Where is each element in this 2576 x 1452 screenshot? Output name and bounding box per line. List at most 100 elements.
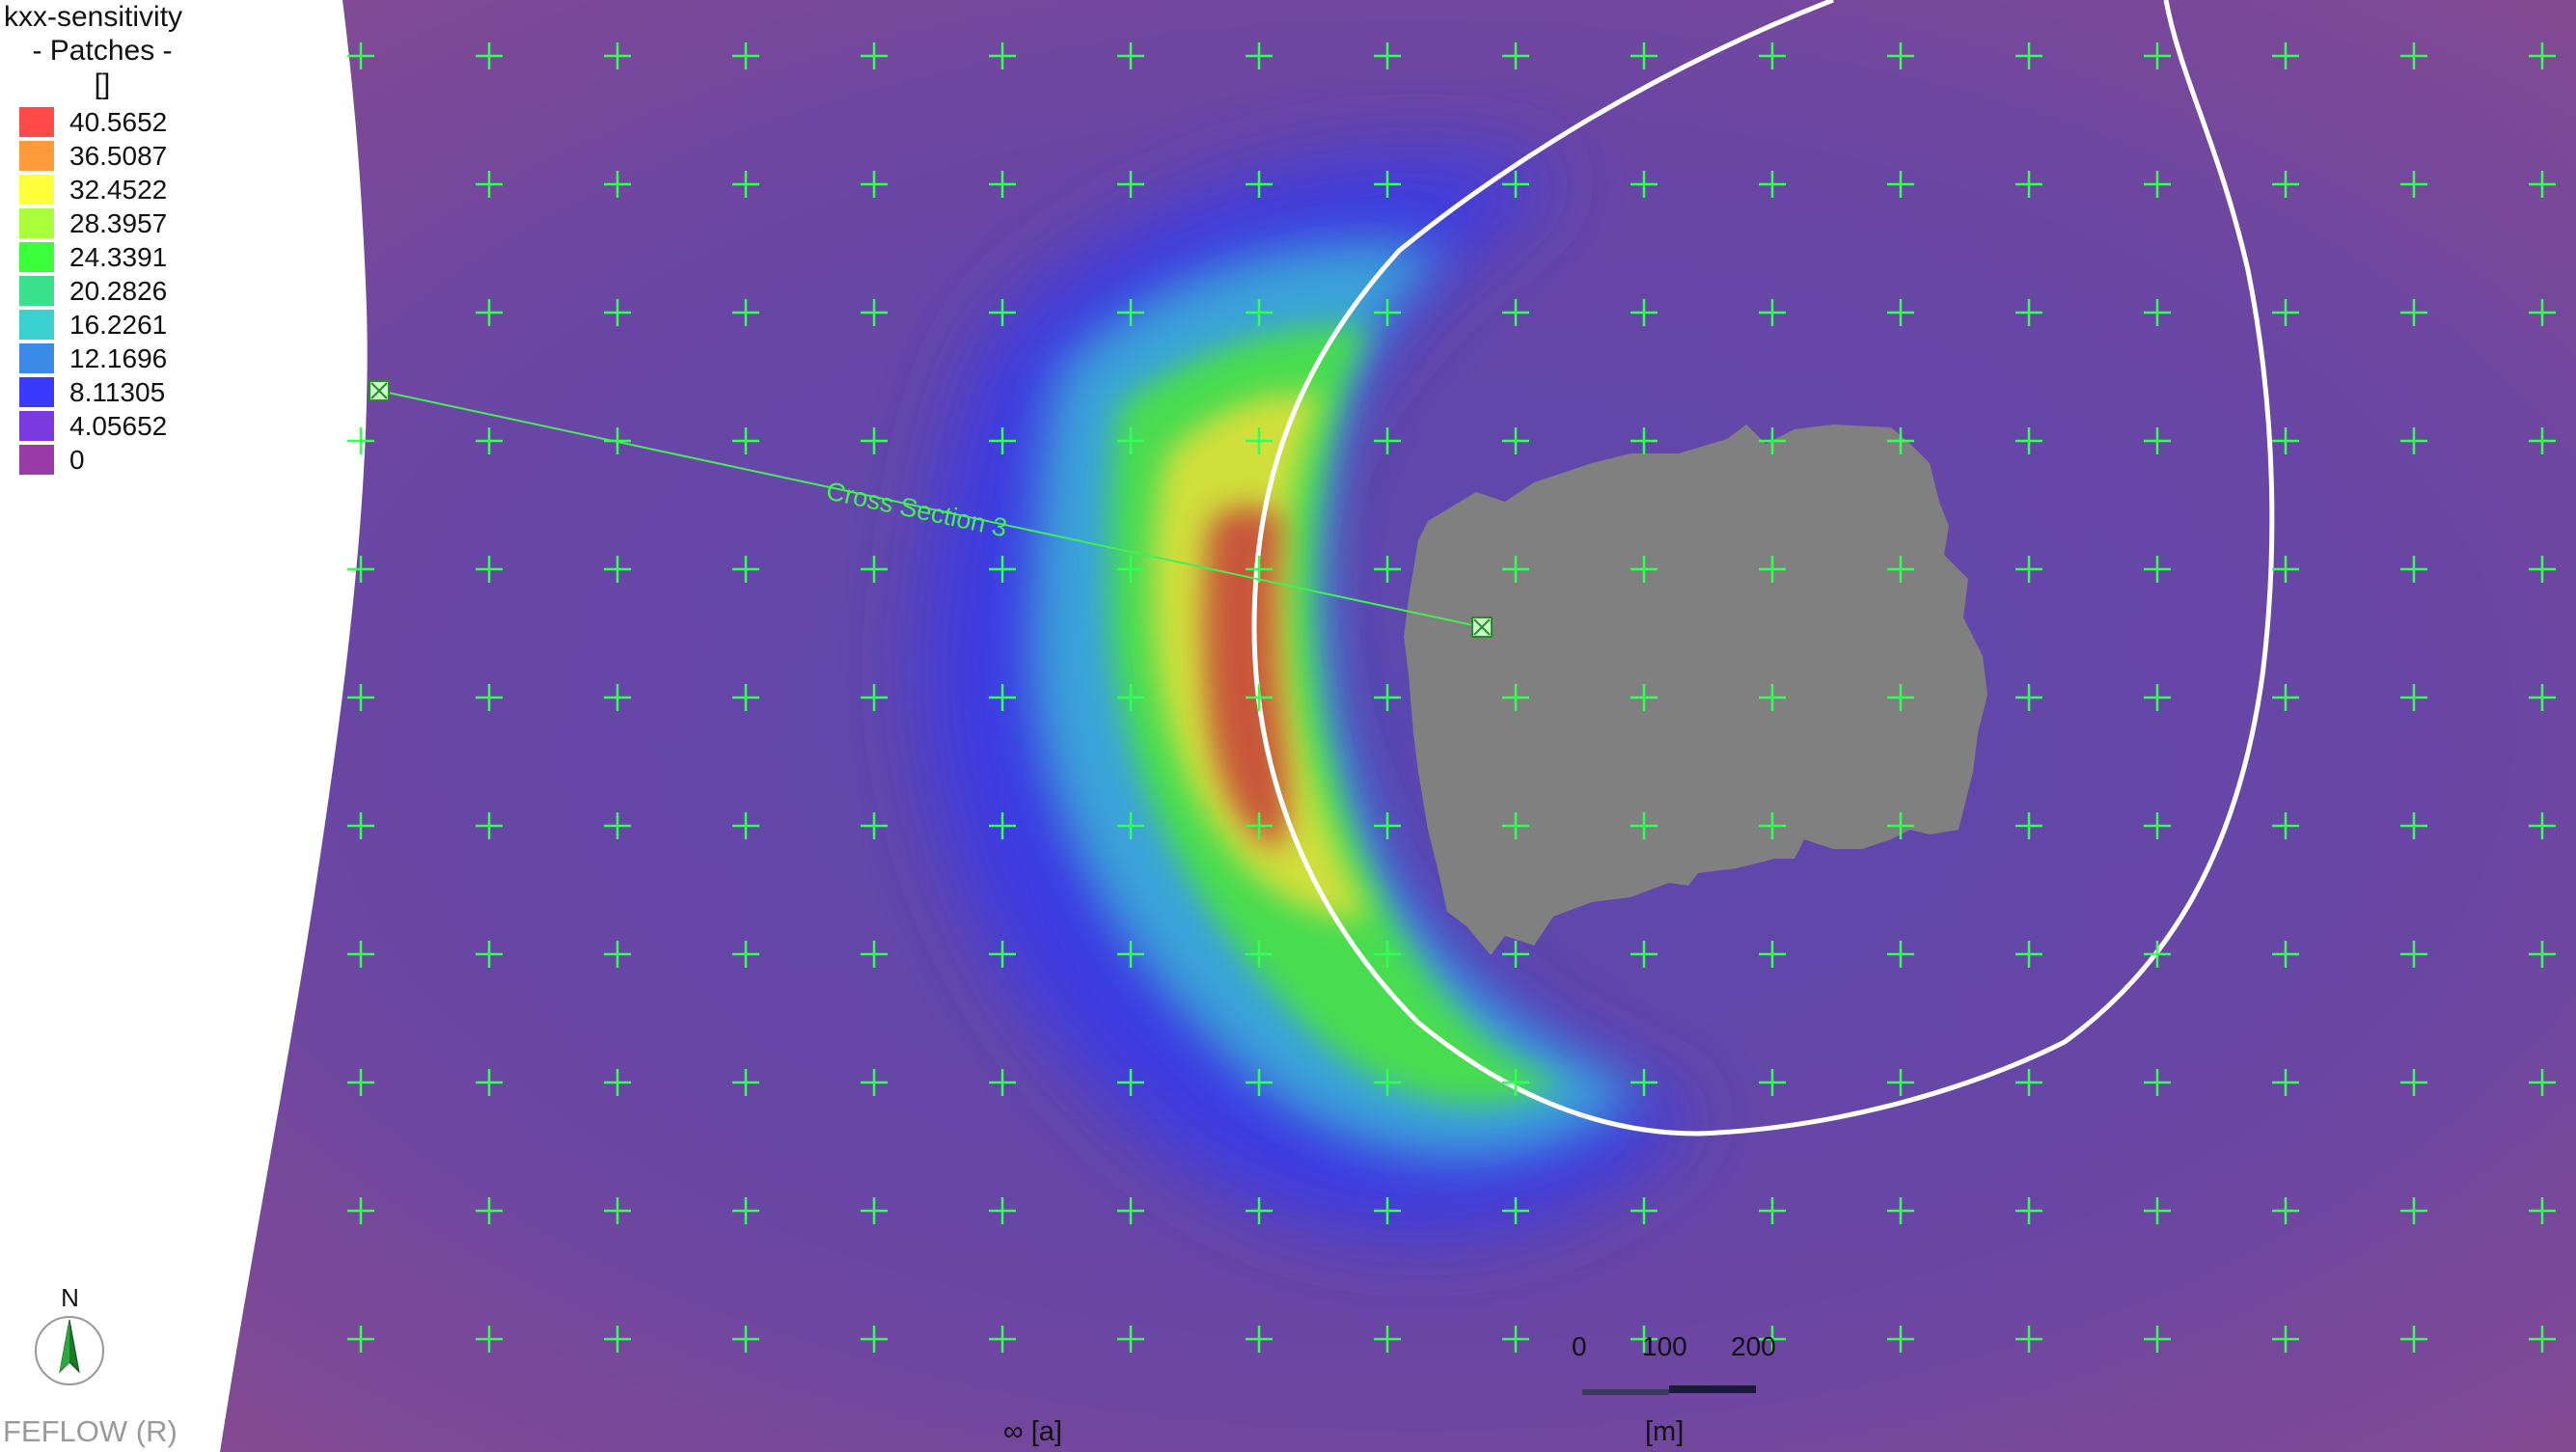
grid-marker (2400, 171, 2427, 198)
grid-marker (1759, 1069, 1786, 1096)
grid-marker (2400, 812, 2427, 839)
grid-marker (1117, 941, 1144, 968)
grid-marker (1374, 299, 1401, 326)
grid-marker (2144, 1069, 2171, 1096)
grid-marker (861, 684, 888, 711)
grid-marker (2272, 556, 2299, 583)
grid-marker (861, 171, 888, 198)
inactive-area (1404, 425, 1987, 955)
grid-marker (347, 941, 374, 968)
grid-marker (989, 1197, 1016, 1224)
grid-marker (1631, 299, 1658, 326)
grid-marker (1374, 684, 1401, 711)
grid-marker (732, 941, 759, 968)
cross-section-start-marker[interactable] (369, 380, 390, 401)
grid-marker (2272, 1069, 2299, 1096)
grid-marker (476, 556, 503, 583)
grid-marker (1246, 427, 1273, 454)
grid-marker (989, 427, 1016, 454)
grid-marker (989, 684, 1016, 711)
grid-marker (1117, 1069, 1144, 1096)
grid-marker (1246, 1069, 1273, 1096)
grid-marker (1631, 556, 1658, 583)
grid-marker (861, 299, 888, 326)
grid-marker (1631, 941, 1658, 968)
grid-marker (476, 427, 503, 454)
grid-marker (1117, 1326, 1144, 1353)
grid-marker (1502, 1326, 1529, 1353)
grid-marker (2015, 1197, 2042, 1224)
grid-marker (732, 1069, 759, 1096)
grid-marker (2400, 299, 2427, 326)
grid-marker (2144, 556, 2171, 583)
grid-marker (861, 42, 888, 69)
grid-marker (989, 556, 1016, 583)
grid-marker (1887, 812, 1914, 839)
grid-marker (2529, 427, 2556, 454)
legend-item: 28.3957 (0, 206, 207, 240)
grid-marker (604, 299, 631, 326)
grid-marker (476, 299, 503, 326)
grid-marker (1887, 427, 1914, 454)
grid-marker (1246, 941, 1273, 968)
scale-bar: 0 100 200 [m] (1563, 1331, 1785, 1447)
grid-marker (2144, 812, 2171, 839)
grid-marker (1246, 556, 1273, 583)
legend-swatch (19, 343, 54, 373)
grid-marker (989, 299, 1016, 326)
grid-marker (2015, 941, 2042, 968)
grid-marker (1759, 427, 1786, 454)
grid-marker (2015, 1326, 2042, 1353)
legend-label: 40.5652 (69, 107, 168, 137)
grid-marker (476, 812, 503, 839)
grid-marker (861, 556, 888, 583)
grid-marker (2272, 42, 2299, 69)
grid-marker (1759, 556, 1786, 583)
grid-marker (476, 1197, 503, 1224)
grid-marker (1631, 684, 1658, 711)
cross-section-line[interactable] (378, 390, 1483, 628)
legend-item: 16.2261 (0, 308, 207, 342)
grid-marker (347, 1197, 374, 1224)
grid-marker (1631, 42, 1658, 69)
grid-marker (2529, 941, 2556, 968)
grid-marker (732, 299, 759, 326)
grid-marker (2529, 171, 2556, 198)
legend-item: 0 (0, 443, 207, 477)
grid-marker (2529, 684, 2556, 711)
grid-marker (732, 1326, 759, 1353)
grid-marker (476, 1069, 503, 1096)
grid-marker (1502, 1069, 1529, 1096)
cross-section-end-marker[interactable] (1471, 616, 1493, 638)
grid-marker (1374, 171, 1401, 198)
brand-label: FEFLOW (R) (3, 1414, 178, 1448)
grid-marker (732, 171, 759, 198)
grid-marker (1887, 684, 1914, 711)
grid-marker (1631, 1197, 1658, 1224)
grid-marker (1502, 1197, 1529, 1224)
legend-swatch (19, 310, 54, 340)
grid-marker (1502, 684, 1529, 711)
compass-icon (35, 1316, 104, 1385)
grid-marker (2529, 556, 2556, 583)
grid-marker (1887, 1326, 1914, 1353)
grid-marker (1374, 1069, 1401, 1096)
legend-swatch (19, 242, 54, 272)
grid-marker (2400, 941, 2427, 968)
grid-marker (1631, 1069, 1658, 1096)
legend-label: 32.4522 (69, 175, 168, 205)
legend-item: 12.1696 (0, 342, 207, 375)
grid-marker (732, 556, 759, 583)
grid-marker (1246, 1197, 1273, 1224)
grid-marker (2400, 556, 2427, 583)
grid-marker (1759, 171, 1786, 198)
grid-marker (1759, 1197, 1786, 1224)
grid-marker (1631, 427, 1658, 454)
grid-marker (1117, 556, 1144, 583)
grid-marker (989, 1326, 1016, 1353)
legend-label: 4.05652 (69, 411, 168, 441)
grid-marker (1887, 171, 1914, 198)
